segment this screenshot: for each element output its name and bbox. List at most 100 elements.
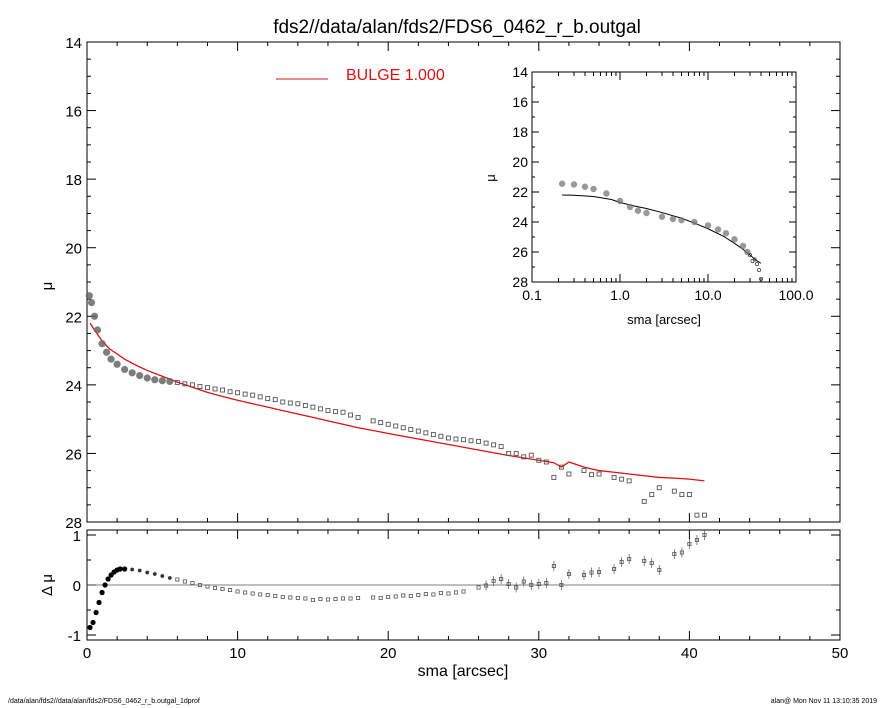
main-data-point [461,437,466,443]
main-panel: 14 16 18 20 22 24 26 28 μ BULGE 1.000 [39,35,841,532]
main-data-point [295,401,301,407]
residual-data-point [265,593,270,598]
main-data-point [400,425,406,431]
residual-data-point [220,587,225,592]
inset-data-point [757,267,762,272]
main-data-point [166,377,174,386]
main-data-point [626,478,632,484]
main-data-point [649,492,655,498]
inset-data-point [590,185,597,193]
main-data-point [250,392,256,398]
inset-data-point [739,242,747,250]
inset-data-point [758,276,763,281]
main-model-line [89,322,705,482]
inset-data-point [570,181,578,188]
inset-data-point [744,248,751,256]
residual-data-point [130,567,135,572]
inset-y-tick-label: 28 [512,274,528,290]
residual-data-point [235,589,240,594]
main-y-tick-label: 26 [65,446,82,463]
residual-x-tick-label: 0 [83,645,91,662]
main-y-tick-label: 14 [65,35,82,52]
main-data-point [521,454,527,460]
main-data-point [438,433,444,439]
inset-data-point [603,190,610,197]
residual-data-point [348,596,353,601]
residual-data-point [137,568,142,573]
inset-data-point [731,236,738,243]
residual-data-point [250,591,255,596]
main-data-point [536,457,542,463]
inset-ticks: 14 16 18 20 22 24 26 280.1 1.0 10.0 100.0 [512,64,813,303]
main-data-point [272,397,278,403]
residual-data-point [99,589,105,596]
residual-data-point [310,598,315,603]
residual-data-point [145,570,150,575]
residual-data-point [243,590,248,595]
inset-y-tick-label: 18 [512,124,528,140]
main-data-point [242,391,248,397]
main-data-point [378,420,384,426]
inset-data-point [752,257,757,262]
main-data-point [197,384,203,390]
main-data-point [113,360,121,368]
main-y-tick-label: 20 [65,241,82,258]
main-data-point [513,450,519,456]
main-data-point [212,386,218,392]
residual-data-point [93,609,99,616]
main-data-point [551,474,557,480]
main-data-point [355,414,361,420]
main-data-point [498,444,504,450]
residual-data-point [333,597,338,602]
residual-data-series [87,530,707,631]
residual-data-point [117,566,123,572]
residual-data-point [152,572,157,576]
main-data-point [325,408,331,414]
residual-data-point [197,583,202,588]
main-data-point [385,421,391,427]
main-data-point [205,385,210,391]
residual-data-point [476,585,481,590]
residual-x-tick-label: 40 [681,645,698,662]
residual-data-point [295,596,300,601]
main-data-point [671,488,677,494]
inset-plot-frame [531,71,797,283]
residual-data-point [416,593,421,598]
residual-data-point [318,597,323,602]
residual-data-point [446,591,451,596]
residual-data-point [341,596,346,601]
inset-data-point [669,215,677,223]
residual-data-point [303,596,308,601]
residual-data-point [167,576,172,580]
residual-data-point [356,596,361,601]
main-data-point [641,498,647,504]
legend-label: BULGE 1.000 [346,67,445,84]
main-data-point [310,404,316,410]
main-data-point [340,409,346,415]
inset-y-axis-label: μ [483,174,498,182]
residual-data-point [386,595,391,600]
main-data-point [98,340,106,348]
inset-data-point [558,180,566,187]
residual-data-point [408,594,413,599]
main-data-point [596,471,602,477]
main-data-point [136,372,144,380]
main-data-point [257,394,263,400]
inset-y-tick-label: 26 [512,244,528,260]
main-data-point [90,312,99,320]
residual-data-point [378,596,383,601]
main-data-point [174,380,180,385]
main-data-point [566,471,572,477]
residual-y-tick-label: -1 [68,628,81,645]
residual-data-point [401,593,406,598]
main-data-point [182,381,188,387]
inset-y-tick-label: 16 [512,94,528,110]
residual-data-point [90,619,96,626]
main-data-point [491,442,497,448]
main-model-series [89,322,705,482]
inset-y-tick-label: 24 [512,214,528,230]
main-data-point [453,436,459,442]
inset-data-point [747,252,752,257]
